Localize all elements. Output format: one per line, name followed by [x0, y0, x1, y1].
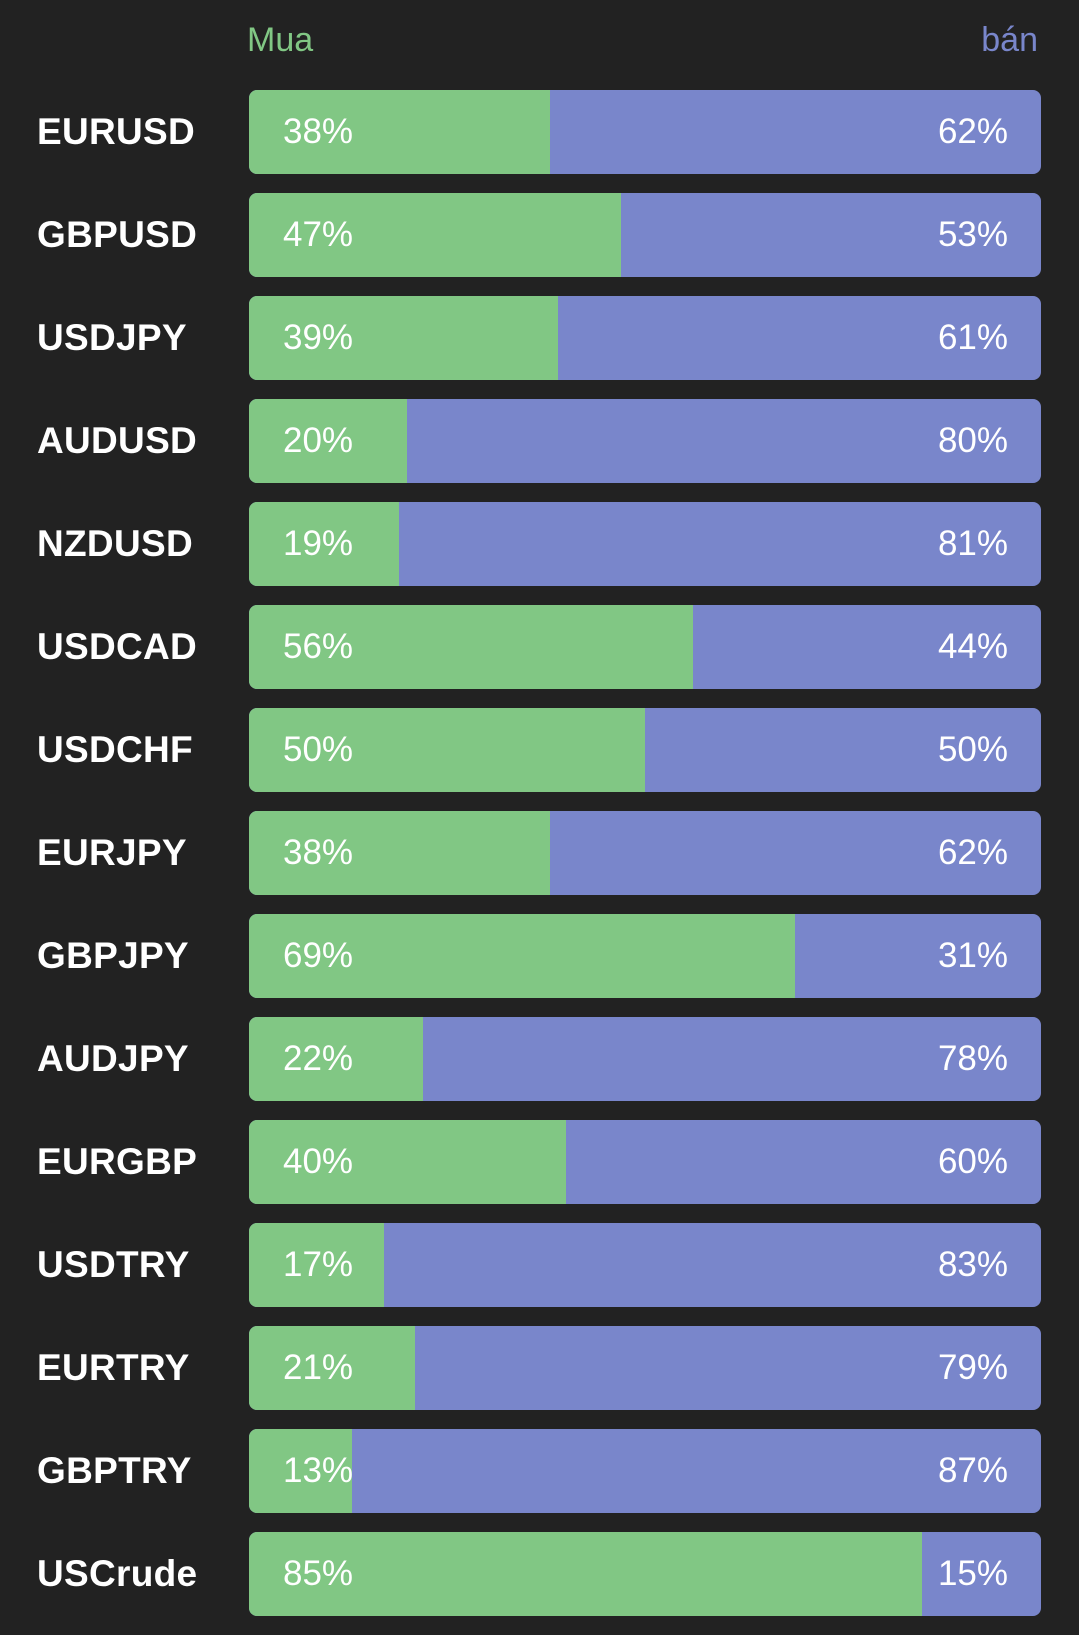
- list-item[interactable]: USDCHF 50% 50%: [0, 708, 1079, 792]
- list-item[interactable]: USDCAD 56% 44%: [0, 605, 1079, 689]
- list-item[interactable]: NZDUSD 19% 81%: [0, 502, 1079, 586]
- sell-percentage: 50%: [937, 730, 1008, 769]
- list-item[interactable]: USCrude 85% 15%: [0, 1532, 1079, 1616]
- buy-percentage: 40%: [283, 1142, 354, 1181]
- sell-column-label: bán: [981, 21, 1038, 59]
- sell-percentage: 53%: [937, 215, 1008, 254]
- buy-fill: [249, 193, 622, 277]
- buy-percentage: 19%: [283, 524, 354, 563]
- buy-percentage: 39%: [283, 318, 354, 357]
- sentiment-bar: 13% 87%: [249, 1429, 1041, 1513]
- sell-percentage: 31%: [937, 936, 1008, 975]
- sentiment-bar: 20% 80%: [249, 399, 1041, 483]
- buy-fill: [249, 1017, 424, 1101]
- pair-symbol: EURUSD: [37, 111, 196, 152]
- buy-fill: [249, 605, 693, 689]
- buy-fill: [249, 1120, 566, 1204]
- sentiment-bar: 69% 31%: [249, 914, 1041, 998]
- buy-fill: [249, 1429, 352, 1513]
- buy-column-label: Mua: [247, 21, 314, 59]
- buy-percentage: 50%: [283, 730, 354, 769]
- sell-percentage: 83%: [937, 1245, 1008, 1284]
- pair-symbol: USDCHF: [37, 729, 193, 770]
- buy-percentage: 38%: [283, 112, 354, 151]
- list-item[interactable]: EURUSD 38% 62%: [0, 90, 1079, 174]
- pair-symbol: AUDUSD: [37, 420, 198, 461]
- sentiment-bar: 56% 44%: [249, 605, 1041, 689]
- pair-symbol: USDJPY: [37, 317, 187, 358]
- sentiment-bar: 19% 81%: [249, 502, 1041, 586]
- sell-percentage: 87%: [937, 1451, 1008, 1490]
- list-item[interactable]: EURTRY 21% 79%: [0, 1326, 1079, 1410]
- sentiment-bar: 17% 83%: [249, 1223, 1041, 1307]
- buy-percentage: 22%: [283, 1039, 354, 1078]
- pair-symbol: USDTRY: [37, 1244, 190, 1285]
- sell-percentage: 60%: [937, 1142, 1008, 1181]
- buy-percentage: 47%: [283, 215, 354, 254]
- pair-symbol: USDCAD: [37, 626, 198, 667]
- pair-symbol: GBPJPY: [37, 935, 189, 976]
- buy-percentage: 17%: [283, 1245, 354, 1284]
- sell-percentage: 44%: [937, 627, 1008, 666]
- buy-fill: [249, 502, 400, 586]
- sentiment-bar: 39% 61%: [249, 296, 1041, 380]
- pair-symbol: EURJPY: [37, 832, 187, 873]
- buy-fill: [249, 914, 796, 998]
- list-item[interactable]: AUDJPY 22% 78%: [0, 1017, 1079, 1101]
- list-item[interactable]: USDTRY 17% 83%: [0, 1223, 1079, 1307]
- pair-symbol: NZDUSD: [37, 523, 193, 564]
- sentiment-bar: 40% 60%: [249, 1120, 1041, 1204]
- list-item[interactable]: EURGBP 40% 60%: [0, 1120, 1079, 1204]
- buy-percentage: 56%: [283, 627, 354, 666]
- buy-fill: [249, 296, 558, 380]
- buy-fill: [249, 708, 645, 792]
- pair-symbol: USCrude: [37, 1553, 198, 1594]
- list-item[interactable]: AUDUSD 20% 80%: [0, 399, 1079, 483]
- buy-fill: [249, 1326, 416, 1410]
- list-item[interactable]: USDJPY 39% 61%: [0, 296, 1079, 380]
- list-item[interactable]: EURJPY 38% 62%: [0, 811, 1079, 895]
- buy-percentage: 21%: [283, 1348, 354, 1387]
- pair-symbol: GBPTRY: [37, 1450, 192, 1491]
- sentiment-bar: 47% 53%: [249, 193, 1041, 277]
- buy-fill: [249, 90, 550, 174]
- sentiment-bar: 38% 62%: [249, 811, 1041, 895]
- sell-percentage: 61%: [937, 318, 1008, 357]
- sell-percentage: 78%: [937, 1039, 1008, 1078]
- sentiment-bar: 85% 15%: [249, 1532, 1041, 1616]
- sentiment-bar: 38% 62%: [249, 90, 1041, 174]
- buy-percentage: 69%: [283, 936, 354, 975]
- sell-percentage: 81%: [937, 524, 1008, 563]
- list-item[interactable]: GBPUSD 47% 53%: [0, 193, 1079, 277]
- list-item[interactable]: GBPJPY 69% 31%: [0, 914, 1079, 998]
- sell-percentage: 62%: [937, 833, 1008, 872]
- buy-fill: [249, 811, 550, 895]
- pair-symbol: GBPUSD: [37, 214, 198, 255]
- sentiment-list: EURUSD 38% 62% GBPUSD 47% 53% USDJPY 39% 61% AUDU…: [0, 90, 1079, 1635]
- pair-symbol: EURGBP: [37, 1141, 198, 1182]
- buy-percentage: 85%: [283, 1554, 354, 1593]
- buy-fill: [249, 399, 408, 483]
- pair-symbol: AUDJPY: [37, 1038, 189, 1079]
- sell-percentage: 62%: [937, 112, 1008, 151]
- sell-percentage: 80%: [937, 421, 1008, 460]
- sell-percentage: 15%: [937, 1554, 1008, 1593]
- list-item[interactable]: GBPTRY 13% 87%: [0, 1429, 1079, 1513]
- buy-fill: [249, 1532, 923, 1616]
- pair-symbol: EURTRY: [37, 1347, 190, 1388]
- sentiment-bar: 50% 50%: [249, 708, 1041, 792]
- sentiment-bar: 22% 78%: [249, 1017, 1041, 1101]
- buy-fill: [249, 1223, 384, 1307]
- sell-percentage: 79%: [937, 1348, 1008, 1387]
- buy-percentage: 20%: [283, 421, 354, 460]
- buy-percentage: 13%: [283, 1451, 354, 1490]
- column-header: Mua bán: [0, 0, 1079, 84]
- buy-percentage: 38%: [283, 833, 354, 872]
- sentiment-bar: 21% 79%: [249, 1326, 1041, 1410]
